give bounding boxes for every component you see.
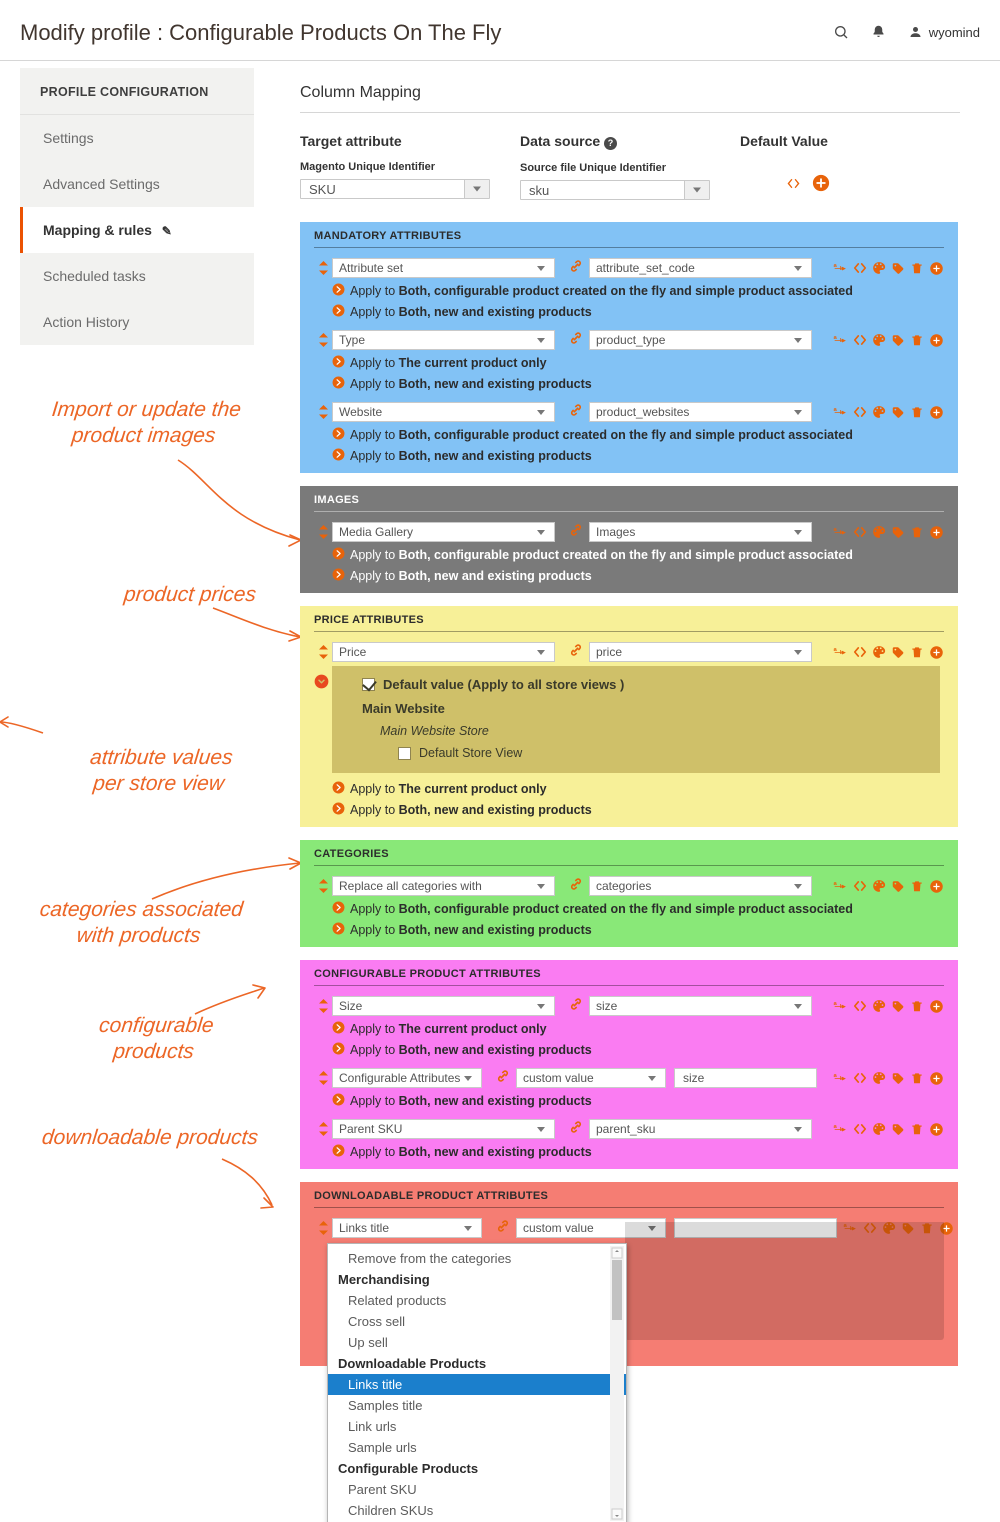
svg-text:a: a <box>834 335 838 341</box>
svg-text:a: a <box>834 1073 838 1079</box>
svg-text:a: a <box>834 1001 838 1007</box>
svg-text:a: a <box>834 527 838 533</box>
svg-text:a: a <box>834 1124 838 1130</box>
svg-text:a: a <box>834 647 838 653</box>
svg-text:a: a <box>834 263 838 269</box>
svg-text:a: a <box>834 881 838 887</box>
svg-text:a: a <box>834 407 838 413</box>
